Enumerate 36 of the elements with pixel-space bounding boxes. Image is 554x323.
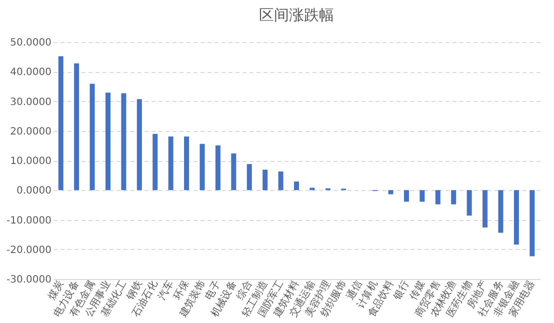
bar (262, 170, 268, 190)
bar (136, 99, 142, 190)
bar (294, 182, 299, 190)
bar (215, 145, 220, 190)
y-tick-label: 10.0000 (10, 156, 52, 167)
y-tick-label: -30.0000 (6, 274, 52, 286)
y-tick-label: -10.0000 (6, 215, 52, 226)
bar (200, 144, 205, 190)
y-tick-label: 0.0000 (16, 186, 52, 197)
y-tick-label: 40.0000 (10, 67, 52, 78)
bar (58, 56, 64, 190)
bar (105, 92, 110, 190)
bar (466, 190, 472, 216)
bar (420, 190, 425, 202)
bar (231, 153, 236, 190)
bar (168, 136, 174, 190)
bar (184, 136, 190, 190)
bar (404, 190, 409, 202)
bar (498, 190, 504, 233)
y-tick-label: 50.0000 (10, 38, 52, 48)
bar (278, 171, 284, 190)
bar (121, 93, 126, 190)
bar (530, 190, 535, 256)
bar (90, 84, 95, 190)
bar (152, 134, 158, 190)
chart-title: 区间涨跌幅 (259, 6, 334, 24)
bar (246, 164, 252, 190)
bar (451, 190, 456, 204)
y-tick-label: 30.0000 (10, 96, 52, 108)
bar (435, 190, 440, 204)
bar (482, 190, 488, 228)
bar (74, 63, 80, 190)
y-tick-label: -20.0000 (6, 244, 52, 256)
bar (514, 190, 519, 245)
bar (388, 190, 394, 194)
y-tick-label: 20.0000 (10, 126, 52, 138)
